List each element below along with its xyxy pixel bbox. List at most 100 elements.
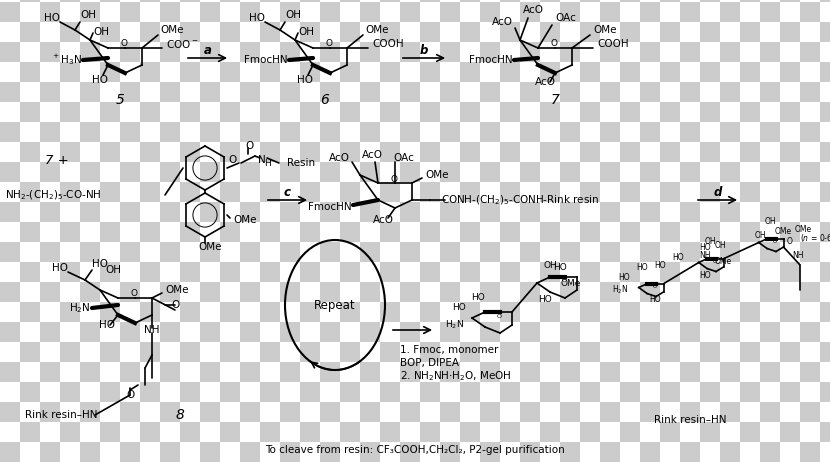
Bar bbox=[20, 182, 40, 202]
Bar bbox=[780, 402, 800, 422]
Text: NH: NH bbox=[699, 250, 710, 260]
Bar bbox=[360, 422, 380, 442]
Bar bbox=[680, 82, 700, 102]
Bar bbox=[560, 2, 580, 22]
Bar bbox=[80, 362, 100, 382]
Bar bbox=[320, 302, 340, 322]
Bar bbox=[120, 402, 140, 422]
Bar bbox=[540, 322, 560, 342]
Bar bbox=[360, 162, 380, 182]
Bar bbox=[700, 202, 720, 222]
Bar bbox=[440, 162, 460, 182]
Text: OH: OH bbox=[764, 218, 776, 226]
Bar bbox=[180, 142, 200, 162]
Text: HO: HO bbox=[52, 263, 68, 273]
Bar bbox=[440, 202, 460, 222]
Bar bbox=[480, 282, 500, 302]
Text: HO: HO bbox=[699, 270, 710, 280]
Bar bbox=[440, 282, 460, 302]
Bar bbox=[200, 382, 220, 402]
Bar bbox=[640, 2, 660, 22]
Bar bbox=[180, 282, 200, 302]
Bar bbox=[20, 322, 40, 342]
Bar bbox=[400, 42, 420, 62]
Bar bbox=[440, 422, 460, 442]
Bar bbox=[360, 402, 380, 422]
Bar bbox=[380, 102, 400, 122]
Bar bbox=[0, 102, 20, 122]
Bar bbox=[100, 222, 120, 242]
Bar bbox=[480, 342, 500, 362]
Bar bbox=[600, 62, 620, 82]
Bar bbox=[320, 382, 340, 402]
Bar bbox=[820, 302, 830, 322]
Bar bbox=[280, 2, 300, 22]
Bar bbox=[200, 2, 220, 22]
Bar bbox=[720, 262, 740, 282]
Bar bbox=[420, 282, 440, 302]
Bar bbox=[240, 362, 260, 382]
Bar bbox=[500, 2, 520, 22]
Bar bbox=[520, 262, 540, 282]
Bar bbox=[740, 82, 760, 102]
Text: N: N bbox=[258, 155, 266, 165]
Bar bbox=[720, 202, 740, 222]
Bar bbox=[20, 62, 40, 82]
Bar bbox=[20, 342, 40, 362]
Bar bbox=[180, 22, 200, 42]
Bar bbox=[360, 242, 380, 262]
Bar bbox=[620, 0, 640, 2]
Bar bbox=[680, 222, 700, 242]
Bar bbox=[460, 242, 480, 262]
Bar bbox=[800, 242, 820, 262]
Bar bbox=[760, 122, 780, 142]
Bar bbox=[600, 422, 620, 442]
Bar bbox=[140, 282, 160, 302]
Bar bbox=[400, 142, 420, 162]
Bar bbox=[360, 342, 380, 362]
Bar bbox=[620, 322, 640, 342]
Bar bbox=[280, 0, 300, 2]
Bar bbox=[360, 142, 380, 162]
Bar bbox=[500, 42, 520, 62]
Bar bbox=[220, 362, 240, 382]
Bar bbox=[780, 122, 800, 142]
Bar bbox=[100, 262, 120, 282]
Bar bbox=[320, 142, 340, 162]
Text: OH: OH bbox=[80, 10, 96, 20]
Bar bbox=[140, 122, 160, 142]
Bar bbox=[380, 382, 400, 402]
Bar bbox=[140, 0, 160, 2]
Bar bbox=[60, 282, 80, 302]
Bar bbox=[620, 102, 640, 122]
Bar bbox=[160, 242, 180, 262]
Bar bbox=[660, 182, 680, 202]
Bar bbox=[720, 382, 740, 402]
Bar bbox=[800, 362, 820, 382]
Bar bbox=[240, 82, 260, 102]
Bar bbox=[360, 22, 380, 42]
Bar bbox=[0, 162, 20, 182]
Bar bbox=[480, 202, 500, 222]
Bar bbox=[0, 262, 20, 282]
Bar bbox=[800, 62, 820, 82]
Bar bbox=[180, 342, 200, 362]
Bar bbox=[440, 302, 460, 322]
Bar bbox=[220, 22, 240, 42]
Bar bbox=[800, 42, 820, 62]
Text: OMe: OMe bbox=[198, 242, 222, 252]
Bar bbox=[0, 382, 20, 402]
Bar bbox=[800, 0, 820, 2]
Bar bbox=[700, 422, 720, 442]
Bar bbox=[400, 162, 420, 182]
Bar bbox=[600, 102, 620, 122]
Bar bbox=[460, 362, 480, 382]
Text: O: O bbox=[653, 284, 657, 289]
Bar bbox=[260, 402, 280, 422]
Bar bbox=[620, 222, 640, 242]
Bar bbox=[40, 102, 60, 122]
Bar bbox=[600, 242, 620, 262]
Bar bbox=[720, 22, 740, 42]
Bar bbox=[800, 342, 820, 362]
Bar bbox=[780, 422, 800, 442]
